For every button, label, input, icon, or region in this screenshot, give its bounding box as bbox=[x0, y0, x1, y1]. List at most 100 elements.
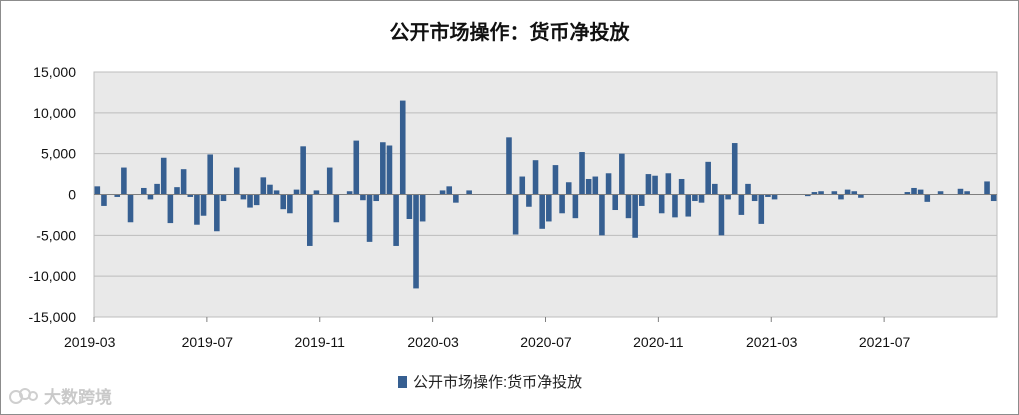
bar bbox=[373, 194, 379, 202]
bar bbox=[386, 145, 393, 195]
bar bbox=[220, 194, 227, 202]
bar bbox=[984, 181, 990, 195]
bar bbox=[831, 191, 838, 195]
bar bbox=[313, 190, 320, 195]
bar bbox=[990, 194, 997, 202]
bar bbox=[957, 188, 964, 195]
bar bbox=[904, 192, 911, 195]
y-tick-label: -5,000 bbox=[36, 227, 76, 243]
bar bbox=[393, 194, 399, 246]
bar bbox=[333, 194, 340, 223]
bar bbox=[632, 194, 638, 238]
bar bbox=[645, 174, 652, 195]
bar bbox=[419, 194, 426, 222]
bar bbox=[532, 160, 539, 195]
y-tick-label: -10,000 bbox=[29, 268, 77, 284]
bar bbox=[964, 191, 970, 195]
bar bbox=[539, 194, 545, 229]
bar bbox=[731, 143, 738, 195]
x-tick-label: 2019-03 bbox=[64, 334, 116, 350]
bar bbox=[838, 194, 844, 200]
bar bbox=[685, 194, 692, 217]
bar bbox=[658, 194, 665, 214]
bar bbox=[619, 153, 625, 195]
x-tick-label: 2020-11 bbox=[633, 334, 684, 350]
bar bbox=[844, 189, 851, 195]
bar bbox=[758, 194, 765, 224]
bar bbox=[154, 183, 160, 195]
bar bbox=[771, 194, 778, 200]
bar bbox=[565, 182, 572, 195]
bar bbox=[718, 194, 725, 236]
bar bbox=[240, 194, 247, 200]
x-tick-label: 2019-11 bbox=[295, 334, 346, 350]
bar bbox=[924, 194, 931, 202]
y-tick-label: -15,000 bbox=[29, 309, 77, 325]
bar bbox=[307, 194, 313, 246]
bar bbox=[745, 183, 751, 195]
bar bbox=[267, 184, 273, 195]
bar bbox=[233, 167, 240, 195]
bar bbox=[406, 194, 413, 219]
bar bbox=[625, 194, 632, 219]
bar bbox=[439, 190, 446, 195]
bar bbox=[353, 140, 360, 195]
legend-label: 公开市场操作:货币净投放 bbox=[413, 374, 583, 391]
legend-swatch bbox=[398, 375, 407, 388]
bar bbox=[399, 100, 406, 195]
bar bbox=[579, 152, 585, 195]
bar bbox=[599, 194, 605, 236]
bar bbox=[698, 194, 705, 203]
bar bbox=[366, 194, 373, 242]
bar bbox=[127, 194, 134, 223]
bar bbox=[300, 146, 306, 195]
bar bbox=[207, 154, 213, 195]
bar bbox=[519, 176, 526, 195]
bar bbox=[937, 191, 944, 195]
bar bbox=[280, 194, 287, 210]
bar bbox=[692, 194, 698, 202]
bar bbox=[293, 189, 300, 195]
bar bbox=[605, 173, 612, 195]
bar bbox=[512, 194, 519, 235]
bar bbox=[585, 178, 592, 195]
bar bbox=[712, 183, 718, 195]
bar bbox=[121, 167, 127, 195]
bar bbox=[818, 191, 824, 195]
bar bbox=[592, 176, 599, 195]
bar bbox=[273, 190, 280, 195]
bar bbox=[141, 187, 147, 195]
bars bbox=[94, 100, 997, 289]
bar bbox=[804, 194, 811, 197]
bar bbox=[187, 194, 194, 197]
bar bbox=[167, 194, 174, 224]
bar bbox=[260, 177, 267, 195]
bar bbox=[672, 194, 678, 218]
bar bbox=[911, 187, 917, 195]
bar bbox=[114, 194, 121, 197]
bar bbox=[858, 194, 864, 198]
bar bbox=[200, 194, 207, 216]
bar bbox=[526, 194, 532, 207]
bar bbox=[506, 137, 512, 195]
bar bbox=[346, 191, 353, 195]
bar bbox=[194, 194, 200, 225]
bar bbox=[751, 194, 758, 202]
bar bbox=[665, 173, 672, 195]
bar bbox=[147, 194, 154, 200]
bar bbox=[174, 187, 180, 195]
watermark-text: 大数跨境 bbox=[44, 388, 112, 407]
bar bbox=[287, 194, 293, 214]
y-tick-label: 5,000 bbox=[41, 146, 76, 162]
y-tick-label: 15,000 bbox=[33, 64, 76, 80]
legend: 公开市场操作:货币净投放 bbox=[398, 371, 582, 392]
bar bbox=[638, 194, 645, 206]
bar bbox=[765, 194, 771, 197]
bar bbox=[253, 194, 260, 206]
bar bbox=[180, 169, 187, 195]
bar bbox=[326, 167, 333, 195]
x-tick-label: 2019-07 bbox=[182, 334, 234, 350]
bar bbox=[453, 194, 459, 203]
x-tick-label: 2020-07 bbox=[520, 334, 572, 350]
